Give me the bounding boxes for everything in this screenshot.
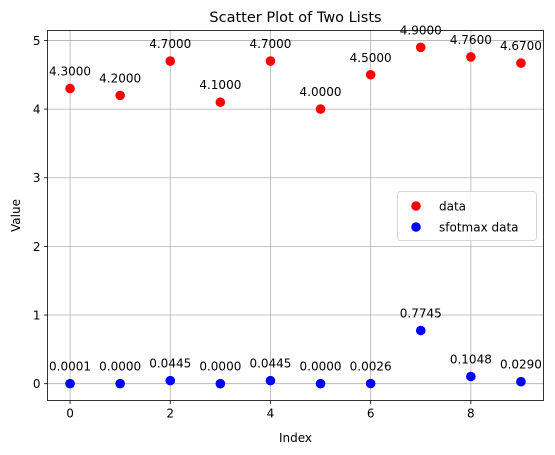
point-data	[516, 58, 526, 68]
data-label-sfotmax-data: 0.0000	[300, 360, 342, 374]
data-label-layer: 4.3000 4.2000 4.7000 4.1000 4.7000 4.0000 4.50…	[49, 23, 542, 373]
point-sfotmax-data	[65, 378, 75, 389]
point-data	[315, 104, 326, 114]
data-label-data: 4.2000	[99, 71, 141, 85]
point-sfotmax-data	[315, 378, 326, 389]
x-axis-label: Index	[279, 431, 312, 445]
chart-title: Scatter Plot of Two Lists	[209, 10, 381, 26]
legend-label-data: data	[439, 200, 466, 214]
point-sfotmax-data	[115, 378, 125, 389]
data-label-sfotmax-data: 0.7745	[400, 307, 442, 321]
data-label-data: 4.1000	[199, 78, 241, 92]
point-sfotmax-data	[165, 375, 176, 386]
data-label-sfotmax-data: 0.0026	[350, 360, 392, 374]
point-sfotmax-data	[215, 378, 226, 389]
x-tick-label: 6	[367, 407, 375, 421]
legend-box	[397, 191, 537, 241]
x-tick-label: 2	[166, 407, 174, 421]
legend-marker-data	[411, 201, 421, 211]
data-label-sfotmax-data: 0.0445	[249, 357, 291, 371]
data-label-data: 4.3000	[49, 65, 91, 79]
point-layer	[65, 42, 526, 389]
y-axis-label: Value	[9, 199, 23, 232]
x-tick-label: 4	[267, 407, 275, 421]
y-tick-label: 4	[33, 103, 41, 117]
point-data	[365, 69, 376, 80]
y-tick-label: 2	[33, 240, 41, 254]
point-sfotmax-data	[415, 325, 426, 336]
point-data	[65, 83, 75, 94]
point-data	[466, 52, 476, 62]
data-label-sfotmax-data: 0.0445	[149, 357, 191, 371]
point-data	[215, 97, 226, 108]
legend-label-sfotmax-data: sfotmax data	[439, 221, 519, 235]
point-data	[165, 56, 176, 66]
data-label-sfotmax-data: 0.0290	[500, 358, 542, 372]
y-tick-label: 3	[33, 171, 41, 185]
x-tick-label: 0	[66, 407, 74, 421]
data-label-data: 4.7600	[450, 33, 492, 47]
data-label-data: 4.7000	[149, 37, 191, 51]
point-data	[115, 90, 125, 101]
y-tick-label: 5	[33, 34, 41, 48]
legend-marker-sfotmax-data	[411, 222, 421, 232]
data-label-data: 4.6700	[500, 39, 542, 53]
data-label-sfotmax-data: 0.0000	[99, 360, 141, 374]
data-label-sfotmax-data: 0.0000	[199, 360, 241, 374]
x-tick-label: 8	[467, 407, 475, 421]
data-label-data: 4.0000	[300, 85, 342, 99]
tick-layer: 0 2 4 6 8 0 1 2 3 4 5	[33, 34, 475, 421]
point-sfotmax-data	[365, 378, 376, 389]
point-sfotmax-data	[466, 371, 476, 382]
data-label-data: 4.5000	[350, 51, 392, 65]
y-tick-label: 1	[33, 309, 41, 323]
data-label-sfotmax-data: 0.0001	[49, 360, 91, 374]
plot-frame	[47, 30, 544, 401]
y-tick-label: 0	[33, 377, 41, 391]
data-label-sfotmax-data: 0.1048	[450, 352, 492, 366]
point-sfotmax-data	[516, 376, 526, 387]
point-data	[415, 42, 426, 53]
legend: data sfotmax data	[397, 191, 537, 241]
point-data	[265, 56, 276, 66]
data-label-data: 4.7000	[249, 37, 291, 51]
point-sfotmax-data	[265, 375, 276, 386]
